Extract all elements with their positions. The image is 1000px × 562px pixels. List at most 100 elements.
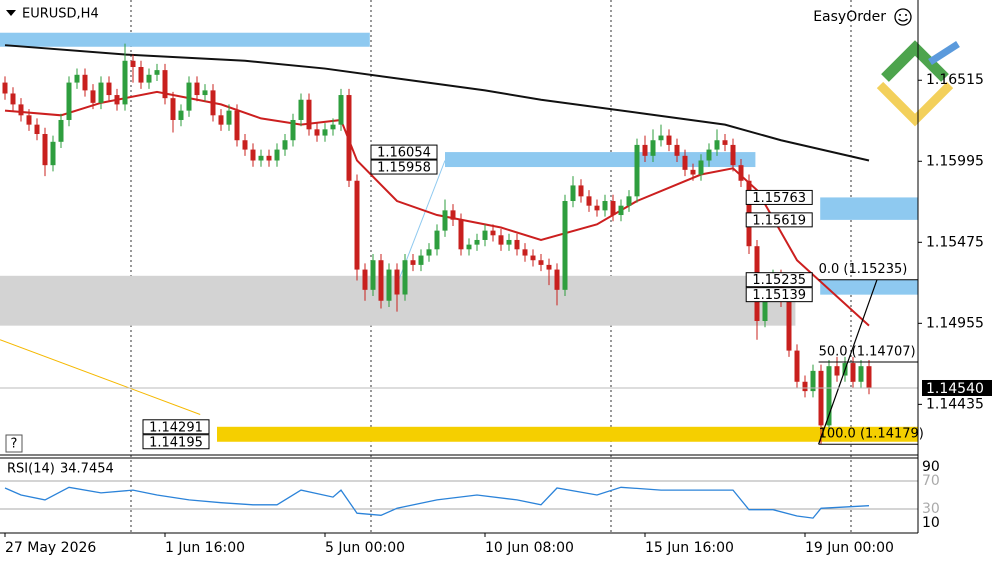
y-tick-label: 1.15995	[926, 153, 984, 169]
candle-body	[114, 95, 120, 105]
rsi-line	[4, 486, 870, 519]
candle-body	[370, 260, 376, 290]
candle-body	[146, 74, 152, 83]
candle-body	[258, 155, 264, 161]
candle-body	[2, 82, 8, 94]
candle-body	[298, 99, 304, 120]
moving-average	[4, 44, 870, 162]
x-tick-label: 15 Jun 16:00	[645, 540, 734, 556]
y-tick-label: 1.15475	[926, 234, 984, 250]
price-label: 1.15619	[752, 213, 806, 228]
candle-body	[186, 82, 192, 111]
candle-body	[626, 196, 632, 206]
candle-body	[202, 90, 208, 96]
candle-body	[658, 135, 664, 141]
candle-body	[82, 74, 88, 91]
candle-body	[170, 98, 176, 120]
candle-body	[154, 70, 160, 75]
rsi-tick-label: 30	[922, 501, 940, 517]
candle-body	[730, 144, 736, 166]
candle-body	[506, 239, 512, 245]
help-icon[interactable]: ?	[11, 437, 18, 452]
candle-body	[74, 74, 80, 83]
candle-body	[90, 90, 96, 103]
candle-body	[578, 185, 584, 197]
last-price-box	[922, 379, 992, 396]
candle-body	[834, 366, 840, 376]
symbol-menu[interactable]	[6, 10, 16, 16]
y-tick-label: 1.16515	[926, 72, 984, 88]
candle-body	[10, 93, 16, 105]
easyorder-label[interactable]: EasyOrder	[813, 9, 886, 25]
candle-body	[306, 99, 312, 130]
candle-body	[362, 269, 368, 290]
candle-body	[522, 249, 528, 256]
candle-body	[338, 95, 344, 125]
candle-body	[34, 124, 40, 135]
candle-body	[722, 140, 728, 145]
candle-body	[810, 370, 816, 392]
candle-body	[346, 95, 352, 181]
candle-body	[58, 119, 64, 142]
candle-body	[642, 144, 648, 156]
candle-body	[138, 67, 144, 83]
rsi-tick-label: 90	[922, 459, 940, 475]
candle-body	[282, 140, 288, 150]
candle-body	[234, 110, 240, 141]
candle-body	[650, 140, 656, 156]
candle-body	[514, 239, 520, 250]
candle-body	[530, 255, 536, 261]
candle-body	[42, 134, 48, 166]
zone	[445, 152, 756, 168]
zone	[0, 32, 370, 47]
candle-body	[458, 219, 464, 250]
candle-body	[618, 205, 624, 216]
candle-body	[18, 104, 24, 116]
candle-body	[554, 269, 560, 290]
candle-body	[410, 260, 416, 265]
price-label-box	[745, 212, 813, 228]
rsi-tick-label: 70	[922, 473, 940, 489]
price-label-box	[745, 287, 813, 303]
price-label: 1.15139	[752, 288, 806, 303]
candle-body	[50, 141, 56, 166]
price-label-box	[370, 159, 438, 175]
candle-body	[250, 149, 256, 161]
smiley-icon[interactable]	[894, 8, 912, 26]
candle-body	[594, 205, 600, 211]
help-button[interactable]	[5, 434, 23, 453]
plot-area: 0.0 (1.15235) 50.0 (1.14707) 100.0 (1.1417…	[0, 0, 924, 533]
candle-body	[674, 144, 680, 156]
candle-body	[826, 366, 832, 426]
candle-body	[482, 230, 488, 240]
candle-body	[466, 244, 472, 250]
candle-body	[610, 201, 616, 216]
symbol-title: EURUSD,H4	[22, 7, 99, 22]
price-label: 1.14291	[149, 420, 203, 435]
rsi-value: 34.7454	[60, 462, 114, 477]
candle-body	[794, 350, 800, 382]
zone	[820, 197, 918, 220]
fib-label: 0.0 (1.15235)	[819, 262, 908, 277]
x-tick-label: 27 May 2026	[5, 540, 96, 556]
candle-body	[98, 82, 104, 103]
y-tick-label: 1.14435	[926, 396, 984, 412]
candle-body	[802, 381, 808, 392]
price-label-box	[370, 144, 438, 160]
last-price-label: 1.14540	[926, 381, 984, 397]
price-label-box	[745, 272, 813, 288]
candle-body	[330, 124, 336, 130]
candle-body	[714, 140, 720, 150]
price-label-box	[142, 419, 210, 435]
candle-body	[434, 230, 440, 250]
candle-body	[226, 110, 232, 125]
candle-body	[210, 90, 216, 116]
candle-body	[762, 285, 768, 321]
fib-trend	[818, 279, 878, 445]
candle-body	[66, 82, 72, 120]
candle-body	[162, 70, 168, 99]
candle-body	[706, 149, 712, 161]
candle-body	[474, 239, 480, 245]
candle-body	[850, 363, 856, 382]
